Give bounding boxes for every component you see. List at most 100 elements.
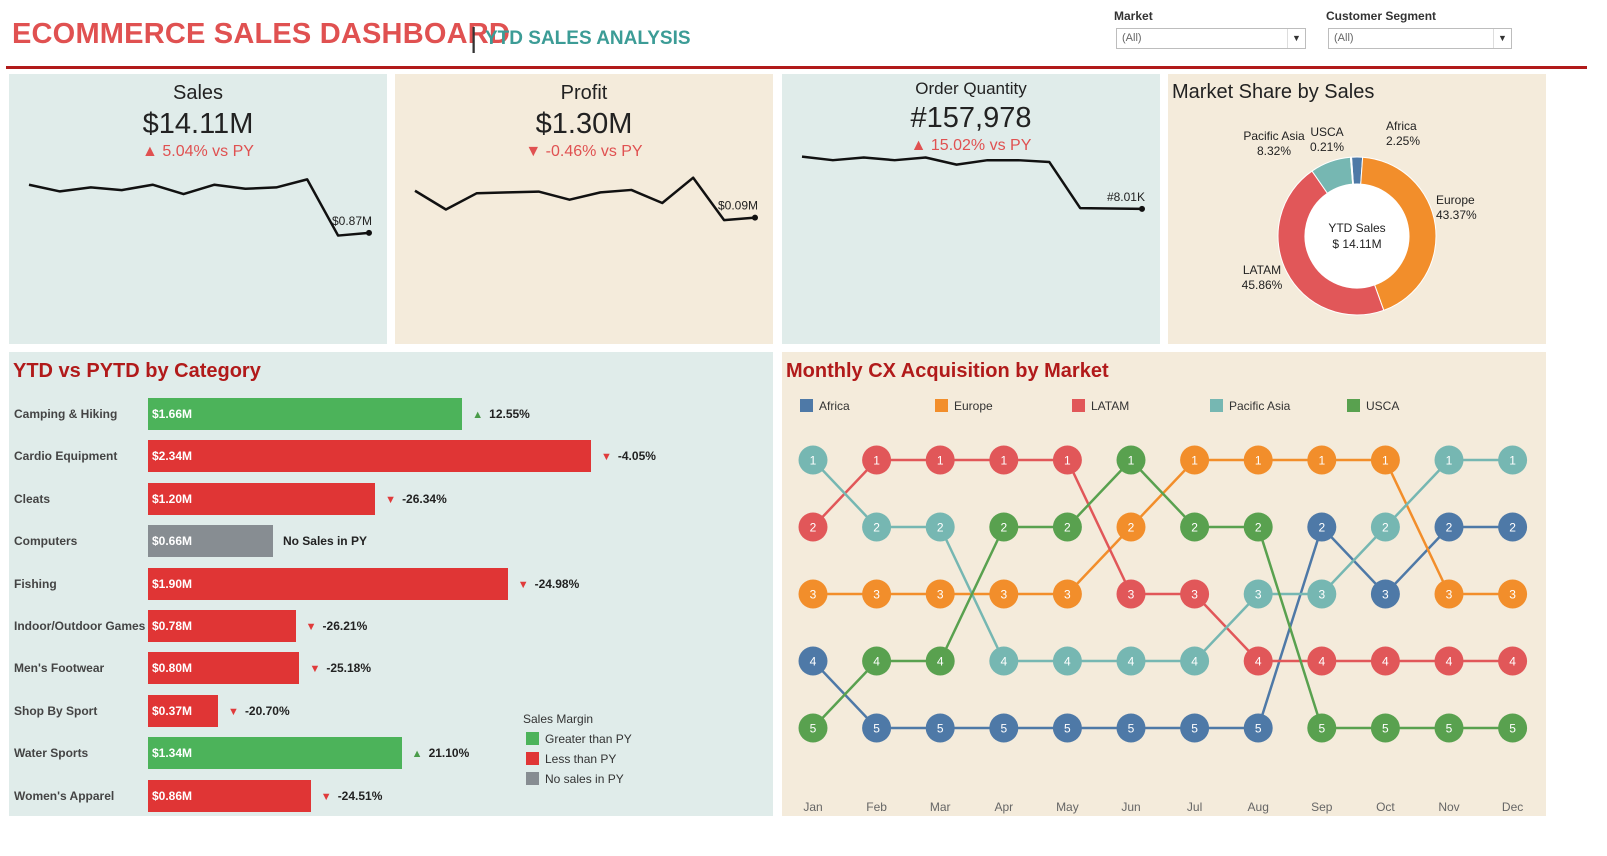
market-legend-item[interactable]: USCA xyxy=(1347,399,1399,413)
bump-point[interactable] xyxy=(925,646,955,676)
bump-point[interactable] xyxy=(1498,579,1528,609)
category-bar[interactable]: $0.86M xyxy=(148,779,311,812)
bump-point[interactable] xyxy=(989,713,1019,743)
bump-point[interactable] xyxy=(1243,646,1273,676)
bump-point[interactable] xyxy=(1116,512,1146,542)
bump-point[interactable] xyxy=(1052,445,1082,475)
donut-slice-name: Europe xyxy=(1436,193,1475,207)
category-label: Water Sports xyxy=(14,746,89,761)
chevron-down-icon[interactable]: ▼ xyxy=(1287,29,1305,48)
bump-point[interactable] xyxy=(1180,713,1210,743)
category-bar[interactable]: $1.34M xyxy=(148,737,402,770)
bump-point[interactable] xyxy=(1434,579,1464,609)
category-bar[interactable]: $1.90M xyxy=(148,567,508,600)
bump-point[interactable] xyxy=(798,579,828,609)
category-bar[interactable]: $1.66M xyxy=(148,398,463,430)
bump-point[interactable] xyxy=(925,713,955,743)
bump-rank-label: 1 xyxy=(1255,454,1262,468)
category-bar[interactable]: $1.20M xyxy=(148,482,376,515)
market-legend-item[interactable]: LATAM xyxy=(1072,399,1129,413)
bump-point[interactable] xyxy=(1307,713,1337,743)
market-legend-item[interactable]: Pacific Asia xyxy=(1210,399,1290,413)
bump-point[interactable] xyxy=(798,646,828,676)
bump-point[interactable] xyxy=(1434,512,1464,542)
bump-point[interactable] xyxy=(1052,579,1082,609)
bump-point[interactable] xyxy=(925,579,955,609)
bump-point[interactable] xyxy=(1180,579,1210,609)
bump-point[interactable] xyxy=(1116,445,1146,475)
bump-point[interactable] xyxy=(925,512,955,542)
bump-point[interactable] xyxy=(989,445,1019,475)
category-bar[interactable]: $0.37M xyxy=(148,694,219,727)
bump-rank-label: 4 xyxy=(1000,655,1007,669)
bump-series-line xyxy=(812,525,1513,730)
legend-item-greater: Greater than PY xyxy=(526,732,632,746)
bar-change-label: ▼ -24.51% xyxy=(321,789,383,803)
bump-point[interactable] xyxy=(1052,512,1082,542)
bump-point[interactable] xyxy=(1370,713,1400,743)
bump-point[interactable] xyxy=(1434,445,1464,475)
bump-point[interactable] xyxy=(1370,512,1400,542)
bump-point[interactable] xyxy=(1498,512,1528,542)
chevron-down-icon[interactable]: ▼ xyxy=(1493,29,1511,48)
sparkline-last-label: #8.01K xyxy=(1107,190,1145,204)
bump-rank-label: 1 xyxy=(1446,454,1453,468)
market-filter-dropdown[interactable]: (All) ▼ xyxy=(1116,28,1306,49)
month-tick-label: Sep xyxy=(1311,800,1333,814)
bump-point[interactable] xyxy=(989,646,1019,676)
legend-item-none: No sales in PY xyxy=(526,772,624,786)
category-bar[interactable]: $0.78M xyxy=(148,610,296,642)
bump-point[interactable] xyxy=(1052,646,1082,676)
bump-point[interactable] xyxy=(1180,512,1210,542)
bump-point[interactable] xyxy=(1180,646,1210,676)
bump-point[interactable] xyxy=(1370,445,1400,475)
bump-point[interactable] xyxy=(1307,512,1337,542)
market-legend-item[interactable]: Europe xyxy=(935,399,993,413)
bump-point[interactable] xyxy=(989,512,1019,542)
bump-point[interactable] xyxy=(862,579,892,609)
bump-rank-label: 1 xyxy=(1191,454,1198,468)
bump-rank-label: 1 xyxy=(937,454,944,468)
category-bar[interactable]: $0.80M xyxy=(148,652,300,685)
down-triangle-icon: ▼ xyxy=(305,621,317,633)
bump-point[interactable] xyxy=(1116,579,1146,609)
bump-point[interactable] xyxy=(1052,713,1082,743)
bump-point[interactable] xyxy=(1307,445,1337,475)
bump-point[interactable] xyxy=(1116,713,1146,743)
bump-point[interactable] xyxy=(989,579,1019,609)
bump-point[interactable] xyxy=(798,713,828,743)
bump-point[interactable] xyxy=(1370,579,1400,609)
bump-point[interactable] xyxy=(1307,579,1337,609)
sparkline-path xyxy=(414,176,756,222)
bump-point[interactable] xyxy=(862,713,892,743)
bump-point[interactable] xyxy=(1116,646,1146,676)
category-bar[interactable]: $0.66M xyxy=(148,525,273,558)
bump-point[interactable] xyxy=(1498,445,1528,475)
bump-point[interactable] xyxy=(798,512,828,542)
bump-point[interactable] xyxy=(1434,646,1464,676)
bump-point[interactable] xyxy=(1243,579,1273,609)
bar-change-label: ▼ -4.05% xyxy=(601,449,656,463)
down-triangle-icon: ▼ xyxy=(320,790,332,803)
bump-point[interactable] xyxy=(798,445,828,475)
bump-point[interactable] xyxy=(862,512,892,542)
market-legend-item[interactable]: Africa xyxy=(800,399,850,413)
bump-point[interactable] xyxy=(1243,445,1273,475)
bump-point[interactable] xyxy=(925,445,955,475)
donut-slice[interactable] xyxy=(1360,156,1437,311)
bump-point[interactable] xyxy=(1498,646,1528,676)
bump-point[interactable] xyxy=(862,646,892,676)
bump-point[interactable] xyxy=(1498,713,1528,743)
bump-rank-label: 5 xyxy=(937,722,944,736)
category-bar[interactable]: $2.34M xyxy=(148,440,591,473)
bump-point[interactable] xyxy=(862,445,892,475)
bump-point[interactable] xyxy=(1370,646,1400,676)
bump-point[interactable] xyxy=(1434,713,1464,743)
page-subtitle: YTD SALES ANALYSIS xyxy=(485,28,691,49)
bump-point[interactable] xyxy=(1243,512,1273,542)
bump-point[interactable] xyxy=(1180,445,1210,475)
bump-point[interactable] xyxy=(1307,646,1337,676)
segment-filter-dropdown[interactable]: (All) ▼ xyxy=(1328,28,1512,49)
bump-point[interactable] xyxy=(1243,713,1273,743)
